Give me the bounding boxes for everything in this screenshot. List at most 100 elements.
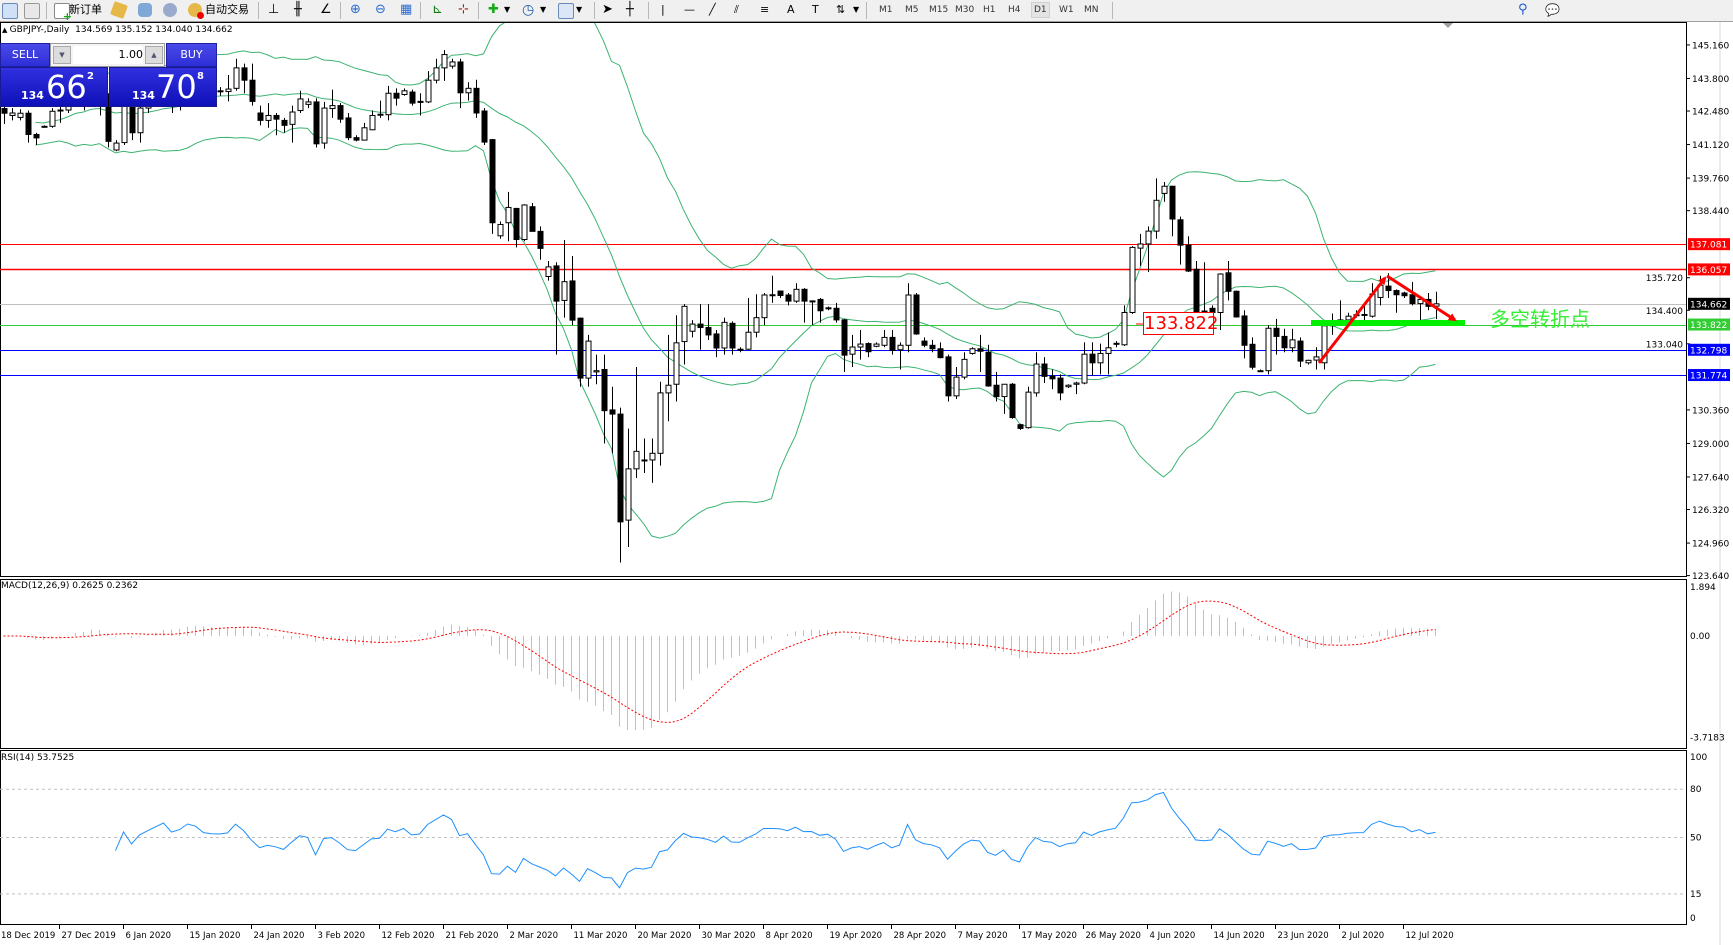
candle[interactable] [577, 317, 584, 387]
candle[interactable] [225, 75, 232, 102]
sell-button[interactable]: SELL [0, 43, 50, 67]
candle[interactable] [1025, 386, 1032, 429]
candle[interactable] [337, 103, 344, 123]
chart-shift-icon[interactable]: ⊹ [458, 2, 469, 17]
candle[interactable] [1137, 233, 1144, 266]
candle[interactable] [473, 79, 480, 118]
candle[interactable] [425, 71, 432, 104]
candle[interactable] [817, 297, 824, 323]
price-level-tag[interactable] [1688, 297, 1730, 310]
candle[interactable] [1, 106, 8, 124]
candle[interactable] [217, 87, 224, 96]
candle[interactable] [9, 108, 16, 121]
candle[interactable] [1297, 337, 1304, 367]
collapse-arrow-icon[interactable]: ▲ [2, 26, 10, 34]
candle[interactable] [833, 302, 840, 323]
candle[interactable] [329, 89, 336, 118]
candle[interactable] [1129, 246, 1136, 314]
candle[interactable] [569, 256, 576, 326]
candle[interactable] [1169, 185, 1176, 237]
new-order-icon[interactable]: + [54, 3, 72, 22]
candle[interactable] [937, 342, 944, 359]
candle[interactable] [1241, 310, 1248, 359]
channel-icon[interactable]: ⫽ [734, 3, 739, 16]
candle[interactable] [281, 117, 288, 133]
arrows-icon[interactable]: ⇅ [836, 3, 846, 16]
candle[interactable] [785, 293, 792, 306]
candle[interactable] [113, 140, 120, 152]
cursor-icon[interactable]: ➤ [602, 2, 613, 17]
candle[interactable] [233, 58, 240, 91]
candle[interactable] [545, 260, 552, 281]
candle[interactable] [385, 85, 392, 121]
text-icon[interactable]: A [787, 3, 795, 16]
candle[interactable] [489, 138, 496, 234]
candle[interactable] [441, 50, 448, 81]
price-level-tag[interactable] [1688, 263, 1730, 276]
candle[interactable] [881, 330, 888, 348]
candle[interactable] [481, 108, 488, 146]
auto-scroll-icon[interactable]: ⊾ [432, 2, 443, 17]
candle[interactable] [929, 339, 936, 353]
candle[interactable] [729, 321, 736, 355]
timeframe-m30[interactable]: M30 [955, 5, 975, 15]
chart-shift-marker-icon[interactable] [1443, 23, 1453, 28]
candle[interactable] [1273, 318, 1280, 355]
candle[interactable] [1393, 289, 1400, 313]
candle[interactable] [897, 342, 904, 370]
candle[interactable] [1249, 337, 1256, 370]
timeframe-m5[interactable]: M5 [905, 5, 919, 15]
candle[interactable] [1065, 384, 1072, 388]
candle[interactable] [617, 407, 624, 563]
candle[interactable] [433, 58, 440, 84]
candle[interactable] [1041, 357, 1048, 384]
candle[interactable] [609, 386, 616, 454]
candle[interactable] [529, 203, 536, 232]
candle[interactable] [369, 110, 376, 131]
candle[interactable] [969, 347, 976, 355]
timeframe-mn[interactable]: MN [1084, 5, 1099, 15]
candle[interactable] [913, 293, 920, 335]
price-level-tag[interactable] [1688, 318, 1730, 331]
price-level-tag[interactable] [1688, 369, 1730, 382]
candle[interactable] [1081, 342, 1088, 385]
candle[interactable] [409, 89, 416, 106]
chevron-down-icon[interactable]: ▼ [540, 5, 547, 14]
candle[interactable] [753, 294, 760, 338]
candle[interactable] [1233, 290, 1240, 318]
candle[interactable] [513, 207, 520, 248]
fibonacci-icon[interactable]: ≡ [760, 3, 770, 16]
candle[interactable] [1321, 320, 1328, 370]
candle[interactable] [241, 63, 248, 94]
candle[interactable] [1105, 332, 1112, 375]
candle[interactable] [497, 221, 504, 239]
candle[interactable] [1145, 226, 1152, 273]
candle[interactable] [1265, 325, 1272, 375]
candle[interactable] [273, 112, 280, 136]
candle[interactable] [825, 306, 832, 311]
market-watch-icon[interactable] [24, 3, 40, 19]
candle[interactable] [465, 82, 472, 101]
level-price-label[interactable]: 133.822 [1143, 312, 1219, 335]
candle[interactable] [105, 93, 112, 148]
candle[interactable] [705, 304, 712, 340]
lot-size-input[interactable]: 1.00 [73, 46, 143, 64]
candle[interactable] [777, 290, 784, 298]
candle[interactable] [1153, 178, 1160, 239]
candle[interactable] [297, 90, 304, 113]
chevron-down-icon[interactable]: ▼ [504, 5, 511, 14]
candle[interactable] [1417, 297, 1424, 321]
candle[interactable] [505, 191, 512, 242]
timeframe-d1[interactable]: D1 [1031, 2, 1050, 18]
candle[interactable] [985, 344, 992, 387]
text-label-icon[interactable]: T [812, 3, 819, 16]
candle[interactable] [993, 371, 1000, 402]
lot-decrease-button[interactable]: ▼ [53, 46, 71, 64]
candle[interactable] [521, 204, 528, 242]
candle[interactable] [689, 320, 696, 338]
chevron-down-icon[interactable]: ▼ [576, 5, 583, 14]
candle[interactable] [649, 438, 656, 483]
candle[interactable] [1217, 273, 1224, 331]
candle[interactable] [1049, 369, 1056, 390]
candle[interactable] [657, 381, 664, 466]
